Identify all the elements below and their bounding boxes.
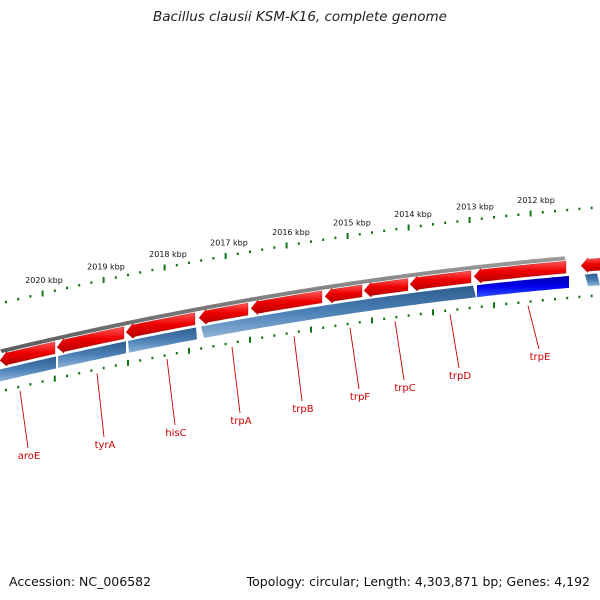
gene-labels: aroE tyrA hisC trpA trpB trpF trpC trpD trpE [18, 305, 551, 462]
gene-leader-line [19, 390, 29, 449]
gene-label-aroE: aroE [18, 451, 40, 462]
gene-leader-line [293, 336, 303, 402]
forward-strand-genes [0, 257, 600, 367]
forward-gene-4 [250, 290, 323, 316]
forward-gene-5 [324, 284, 363, 304]
gene-leader-line [96, 373, 105, 438]
forward-gene-7 [409, 270, 472, 292]
gene-leader-line [527, 305, 540, 350]
gene-label-trpE: trpE [530, 352, 551, 363]
inner-tick-track [5, 294, 593, 392]
reverse-gene-2 [128, 327, 197, 353]
gene-leader-line [394, 321, 405, 381]
gene-label-hisC: hisC [165, 428, 186, 439]
scale-label: 2016 kbp [272, 228, 310, 237]
gene-leader-line [349, 327, 360, 390]
scale-label: 2020 kbp [25, 276, 63, 285]
scale-label: 2012 kbp [517, 196, 555, 205]
forward-gene-2 [125, 312, 196, 339]
forward-gene-6 [363, 278, 409, 298]
gene-label-trpA: trpA [230, 416, 251, 427]
forward-gene-3 [198, 302, 249, 325]
gene-label-trpF: trpF [350, 392, 370, 403]
reverse-strand-genes [0, 273, 600, 382]
reverse-gene-3 [201, 285, 476, 338]
scale-labels: 2020 kbp 2019 kbp 2018 kbp 2017 kbp 2016 kbp… [25, 196, 555, 285]
scale-label: 2019 kbp [87, 263, 125, 272]
scale-label: 2017 kbp [210, 238, 248, 247]
scale-label: 2015 kbp [333, 218, 371, 227]
genome-info-text: Topology: circular; Length: 4,303,871 bp… [246, 574, 590, 589]
forward-gene-1 [56, 326, 125, 354]
gene-label-tyrA: tyrA [95, 440, 116, 451]
reverse-gene-highlight [477, 275, 569, 298]
forward-gene-0 [0, 341, 56, 367]
scale-label: 2014 kbp [394, 210, 432, 219]
scale-label: 2018 kbp [149, 250, 187, 259]
forward-gene-8 [473, 260, 567, 284]
reverse-gene-0 [0, 356, 56, 382]
accession-text: Accession: NC_006582 [9, 574, 152, 589]
gene-label-trpB: trpB [292, 404, 313, 415]
gene-leader-line [231, 346, 241, 414]
outer-tick-track [5, 206, 593, 304]
reverse-gene-1 [58, 341, 126, 368]
reverse-gene-5 [585, 273, 600, 287]
forward-gene-9 [580, 257, 600, 274]
map-title: Bacillus clausii KSM-K16, complete genom… [153, 9, 447, 25]
gene-leader-line [166, 359, 176, 426]
scale-label: 2013 kbp [456, 202, 494, 211]
gene-label-trpD: trpD [449, 371, 471, 382]
gene-label-trpC: trpC [394, 383, 415, 394]
gene-leader-line [449, 314, 460, 369]
